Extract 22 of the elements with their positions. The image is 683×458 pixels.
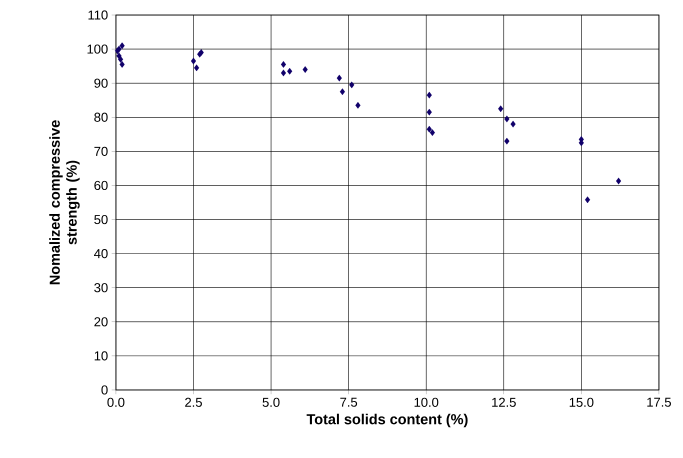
y-tick-label: 110 xyxy=(88,10,108,20)
y-tick-label: 60 xyxy=(94,180,108,190)
y-tick-label: 90 xyxy=(94,78,108,88)
x-tick-label: 5.0 xyxy=(262,398,280,407)
x-axis-title: Total solids content (%) xyxy=(306,414,468,428)
y-tick-label: 20 xyxy=(94,317,108,326)
y-axis-title: Nomalized compressive strength (%) xyxy=(49,120,80,284)
x-tick-label: 2.5 xyxy=(185,398,202,407)
x-tick-label: 15.0 xyxy=(570,398,594,407)
x-tick-label: 10.0 xyxy=(414,398,438,407)
y-tick-label: 10 xyxy=(94,351,108,360)
y-tick-label: 50 xyxy=(94,214,108,224)
y-tick-label: 0 xyxy=(101,385,108,395)
y-tick-label: 40 xyxy=(94,249,108,258)
x-tick-label: 17.5 xyxy=(647,398,671,407)
y-tick-label: 30 xyxy=(94,283,108,292)
y-tick-label: 100 xyxy=(88,44,108,54)
x-tick-label: 0.0 xyxy=(107,398,124,407)
x-tick-label: 12.5 xyxy=(492,398,516,407)
y-tick-label: 80 xyxy=(94,112,108,122)
x-tick-label: 7.5 xyxy=(340,398,358,407)
y-tick-label: 70 xyxy=(94,146,108,156)
